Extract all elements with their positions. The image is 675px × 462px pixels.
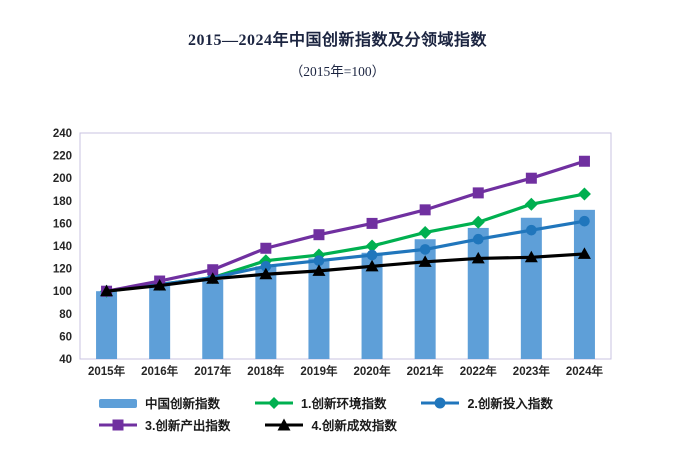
square-line-swatch-icon xyxy=(99,419,137,430)
y-axis-tick-label: 120 xyxy=(53,264,72,276)
legend-row-2: 3.创新产出指数 4.创新成效指数 xyxy=(98,415,618,434)
chart-subtitle: （2015年=100） xyxy=(289,64,386,79)
y-axis-tick-label: 140 xyxy=(53,241,72,253)
triangle-marker xyxy=(259,267,273,280)
square-marker xyxy=(260,242,272,254)
bar-swatch-icon xyxy=(99,398,137,408)
y-axis-tick-label: 200 xyxy=(53,173,72,185)
square-marker xyxy=(419,204,431,216)
line-series xyxy=(106,159,585,293)
x-axis-tick-label: 2018年 xyxy=(247,364,285,378)
x-axis-tick-label: 2021年 xyxy=(407,364,445,378)
x-axis-tick-label: 2022年 xyxy=(460,364,498,378)
legend-row-1: 中国创新指数 1.创新环境指数 2.创新投入指数 xyxy=(98,393,618,412)
legend-item-innovation-environment-index: 1.创新环境指数 xyxy=(254,393,386,412)
circle-line-swatch-icon xyxy=(421,397,460,408)
square-marker xyxy=(313,229,325,241)
bar-2015年 xyxy=(96,291,118,359)
legend-label: 4.创新成效指数 xyxy=(311,419,397,433)
x-axis-tick-label: 2016年 xyxy=(141,364,179,378)
legend-item-innovation-input-index: 2.创新投入指数 xyxy=(420,393,553,412)
x-axis-tick-label: 2017年 xyxy=(194,364,232,378)
circle-marker xyxy=(366,249,378,261)
diamond-marker xyxy=(418,225,432,239)
circle-marker xyxy=(526,224,537,236)
circle-marker xyxy=(313,255,325,266)
triangle-marker xyxy=(312,264,326,276)
y-axis-tick-label: 40 xyxy=(59,354,72,366)
legend-label: 1.创新环境指数 xyxy=(301,397,387,411)
bar-2023年 xyxy=(520,217,542,359)
triangle-marker xyxy=(206,272,220,284)
triangle-marker xyxy=(524,250,538,263)
x-axis-tick-label: 2019年 xyxy=(300,364,338,378)
triangle-marker xyxy=(418,255,432,267)
bar-2019年 xyxy=(308,258,330,359)
bar-2018年 xyxy=(255,266,277,359)
bar-2024年 xyxy=(573,209,595,359)
diamond-line-swatch-icon xyxy=(255,396,294,409)
bar-2022年 xyxy=(467,227,489,359)
bar-2016年 xyxy=(149,284,171,359)
y-axis-tick-label: 180 xyxy=(53,196,72,208)
x-axis-tick-label: 2024年 xyxy=(566,364,604,378)
x-axis-tick-label: 2023年 xyxy=(513,364,551,378)
triangle-marker xyxy=(153,279,167,291)
square-marker xyxy=(525,172,537,184)
bar-2017年 xyxy=(202,279,224,359)
y-axis-tick-label: 240 xyxy=(53,128,72,140)
legend-label: 3.创新产出指数 xyxy=(145,419,231,433)
y-axis-tick-label: 220 xyxy=(53,151,72,163)
bar-2020年 xyxy=(361,252,383,359)
legend-item-china-innovation-index: 中国创新指数 xyxy=(98,393,220,412)
triangle-line-swatch-icon xyxy=(265,418,304,430)
circle-marker xyxy=(260,261,272,272)
y-axis-tick-label: 160 xyxy=(53,218,72,230)
chart-legend: 中国创新指数 1.创新环境指数 2.创新投入指数 3.创新产出指数 xyxy=(98,393,618,434)
y-axis-tick-label: 100 xyxy=(53,286,72,298)
triangle-marker xyxy=(577,247,591,259)
circle-marker xyxy=(472,233,484,245)
square-marker xyxy=(578,155,590,167)
triangle-marker xyxy=(100,284,114,297)
bar-2021年 xyxy=(414,239,436,359)
circle-marker xyxy=(579,215,590,227)
square-marker xyxy=(207,264,219,276)
x-axis-tick-label: 2015年 xyxy=(88,364,126,378)
chart-title: 2015—2024年中国创新指数及分领域指数 xyxy=(187,32,487,49)
legend-label: 2.创新投入指数 xyxy=(467,397,553,411)
triangle-marker xyxy=(365,259,379,272)
square-marker xyxy=(472,187,484,199)
triangle-marker xyxy=(471,251,485,264)
circle-marker xyxy=(419,244,431,255)
y-axis-tick-label: 80 xyxy=(59,309,72,321)
square-marker xyxy=(366,217,378,229)
line-series xyxy=(106,252,585,293)
diamond-marker xyxy=(577,187,591,201)
legend-item-innovation-output-index: 3.创新产出指数 xyxy=(98,415,230,434)
y-axis-tick-label: 60 xyxy=(59,331,72,343)
diamond-marker xyxy=(365,239,379,253)
diamond-marker xyxy=(471,215,485,229)
x-axis-tick-label: 2020年 xyxy=(354,364,392,378)
legend-label: 中国创新指数 xyxy=(145,397,221,411)
diamond-marker xyxy=(524,197,538,211)
combo-chart-plot: 40 60 80 100 120 140 160 180 200 220 240 2015年 2016年… xyxy=(53,128,612,378)
legend-item-innovation-effect-index: 4.创新成效指数 xyxy=(264,415,397,434)
